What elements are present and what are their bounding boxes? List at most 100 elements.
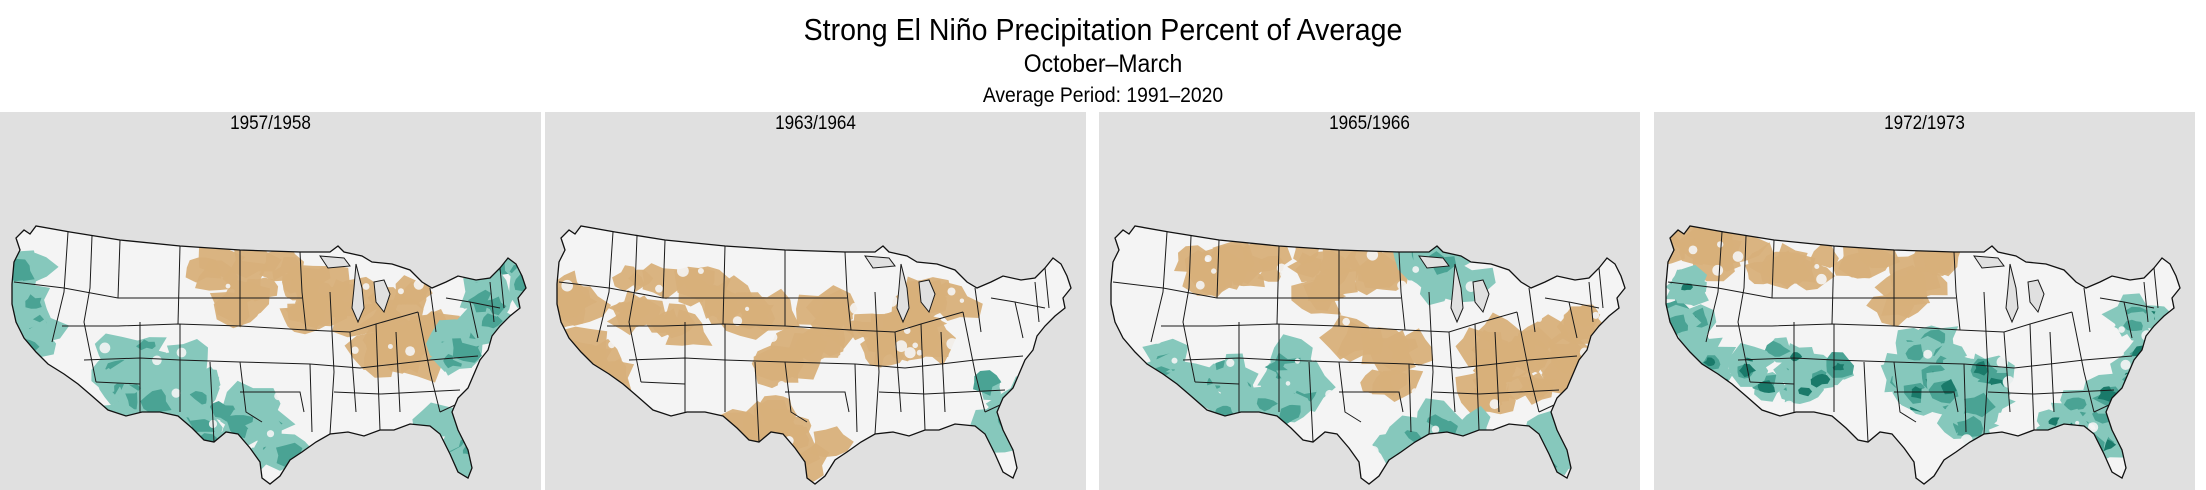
near-normal-area xyxy=(1253,424,1264,435)
near-normal-area xyxy=(252,362,259,370)
state-boundary xyxy=(920,323,926,431)
state-boundary xyxy=(62,323,307,331)
dry-anomaly-area xyxy=(1319,315,1370,360)
state-boundary xyxy=(662,239,666,299)
wet-anomaly-area xyxy=(1963,392,1996,418)
state-boundary xyxy=(329,291,335,435)
near-normal-area xyxy=(387,344,393,349)
near-normal-area xyxy=(162,447,171,456)
state-boundary xyxy=(1987,389,2115,395)
near-normal-area xyxy=(397,288,404,295)
near-normal-area xyxy=(1167,443,1179,455)
wet-anomaly-area xyxy=(1832,362,1845,371)
state-boundary xyxy=(1863,361,1869,443)
near-normal-area xyxy=(1223,329,1234,340)
state-boundary xyxy=(607,323,852,331)
dry-anomaly-area xyxy=(607,289,662,328)
state-boundary xyxy=(489,281,495,323)
near-normal-area xyxy=(1326,458,1337,469)
average-period-label: Average Period: 1991–2020 xyxy=(982,84,1224,107)
near-normal-area xyxy=(1211,268,1217,274)
precip-anomaly-layer xyxy=(12,235,526,484)
wet-anomaly-area xyxy=(1790,352,1803,362)
wet-anomaly-area xyxy=(1701,373,1734,398)
dry-anomaly-area xyxy=(1810,245,1839,268)
state-boundary xyxy=(1194,381,1240,385)
wet-anomaly-area xyxy=(1905,344,1924,361)
near-normal-area xyxy=(777,381,786,389)
state-boundary xyxy=(1568,301,1578,339)
near-normal-area xyxy=(768,332,778,342)
wet-anomaly-area xyxy=(2048,417,2060,426)
wet-anomaly-area xyxy=(1003,405,1053,433)
state-boundary xyxy=(429,287,437,333)
near-normal-area xyxy=(847,347,860,360)
near-normal-area xyxy=(1688,245,1698,255)
dry-anomaly-area xyxy=(628,269,654,293)
state-boundary xyxy=(1044,267,1050,309)
near-normal-area xyxy=(1012,408,1022,418)
near-normal-area xyxy=(574,362,584,372)
near-normal-area xyxy=(1519,232,1527,240)
state-boundary xyxy=(499,267,505,309)
near-normal-area xyxy=(413,279,424,290)
near-normal-area xyxy=(517,378,523,384)
panel-label: 1972/1973 xyxy=(1884,113,1965,134)
state-boundary xyxy=(1588,281,1594,323)
near-normal-area xyxy=(1204,257,1210,262)
state-boundary xyxy=(596,231,614,343)
near-normal-area xyxy=(885,294,898,307)
state-boundary xyxy=(1308,361,1314,443)
state-boundary xyxy=(754,361,760,443)
near-normal-area xyxy=(171,388,181,398)
state-boundary xyxy=(1705,231,1723,343)
wet-anomaly-area xyxy=(1460,433,1491,462)
us-outline xyxy=(1665,225,2181,485)
near-normal-area xyxy=(1366,249,1379,261)
panel-label: 1957/1958 xyxy=(230,113,311,134)
near-normal-area xyxy=(219,349,228,358)
dry-anomaly-area xyxy=(716,292,776,340)
near-normal-area xyxy=(1677,404,1686,413)
state-boundary xyxy=(1448,331,1456,413)
wet-anomaly-area xyxy=(997,411,1015,427)
near-normal-area xyxy=(129,256,137,264)
wet-anomaly-area xyxy=(1138,386,1193,421)
wet-anomaly-area xyxy=(433,453,486,484)
state-boundary xyxy=(1216,239,1220,299)
near-normal-area xyxy=(1707,434,1713,440)
near-normal-area xyxy=(1285,381,1291,386)
near-normal-area xyxy=(929,243,940,254)
near-normal-area xyxy=(1512,457,1519,464)
state-boundary xyxy=(1516,311,1540,413)
state-boundary xyxy=(1749,381,1795,385)
state-boundary xyxy=(844,251,852,331)
dry-anomaly-area xyxy=(1489,335,1551,375)
wet-anomaly-area xyxy=(1145,393,1182,419)
state-boundary xyxy=(1428,291,1434,435)
state-boundary xyxy=(2049,331,2055,413)
state-boundary xyxy=(785,391,850,413)
near-normal-area xyxy=(1280,270,1288,279)
dry-anomaly-area xyxy=(657,303,696,339)
state-boundary xyxy=(1494,331,1500,413)
near-normal-area xyxy=(155,276,162,282)
near-normal-area xyxy=(1195,280,1205,290)
near-normal-area xyxy=(348,425,355,432)
dry-anomaly-area xyxy=(1257,255,1285,282)
state-boundary xyxy=(1432,389,1560,395)
near-normal-area xyxy=(895,340,908,352)
dry-anomaly-area xyxy=(810,426,854,458)
near-normal-area xyxy=(497,358,506,366)
great-lake xyxy=(896,263,910,324)
wet-anomaly-area xyxy=(456,413,476,430)
near-normal-area xyxy=(2120,359,2131,370)
state-boundary xyxy=(628,235,642,383)
great-lake xyxy=(2027,279,2045,314)
near-normal-area xyxy=(745,306,750,311)
near-normal-area xyxy=(947,287,956,296)
state-boundary xyxy=(2153,267,2159,309)
state-boundary xyxy=(784,361,808,423)
map-panel-1972-1973: 1972/1973 xyxy=(1654,112,2195,490)
state-boundary xyxy=(51,231,69,343)
